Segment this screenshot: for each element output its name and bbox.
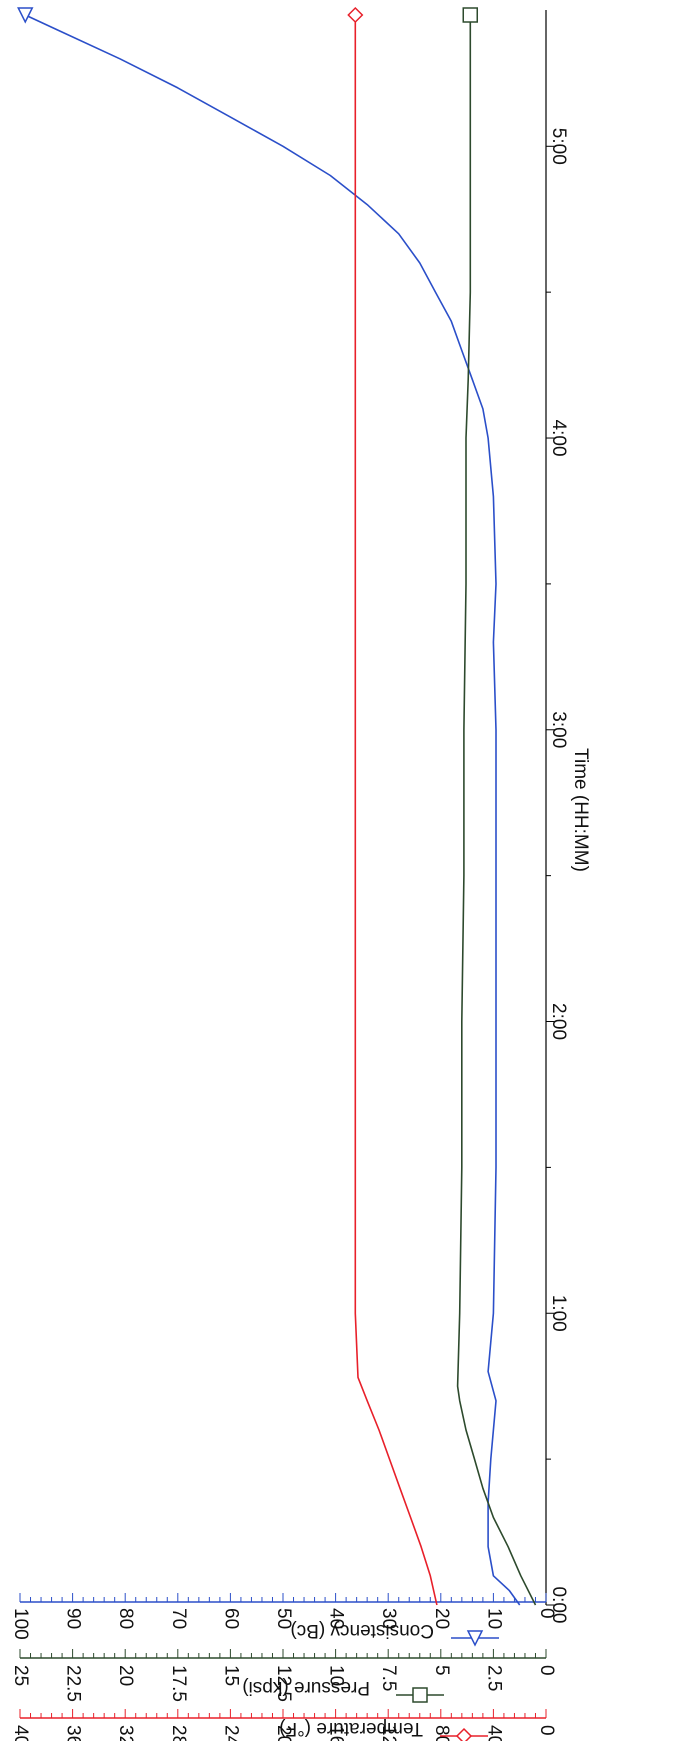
consistency-tick-label: 60 — [220, 1608, 241, 1629]
temperature-tick-label: 80 — [431, 1725, 452, 1741]
consistency-tick-label: 30 — [378, 1608, 399, 1629]
temperature-series-line — [354, 15, 438, 1606]
pressure-legend-label: Pressure (kpsi) — [242, 1677, 370, 1698]
legend-group: Consistency (Bc) Pressure (kpsi) Temperatu… — [242, 1620, 499, 1741]
time-tick-label: 4:00 — [548, 420, 569, 457]
temperature-tick-label: 320 — [115, 1725, 136, 1741]
pressure-tick-label: 15 — [220, 1665, 241, 1686]
temperature-legend-marker — [455, 1727, 473, 1741]
temperature-tick-label: 360 — [63, 1725, 84, 1741]
temperature-legend-label: Temperature (°F) — [279, 1718, 423, 1739]
pressure-series-line — [456, 15, 537, 1606]
pressure-tick-label: 5 — [431, 1665, 452, 1676]
temperature-tick-label: 400 — [10, 1725, 31, 1741]
consistency-tick-label: 50 — [273, 1608, 294, 1629]
temperature-tick-label: 280 — [168, 1725, 189, 1741]
temperature-tick-label: 160 — [326, 1725, 347, 1741]
consistency-tick-label: 80 — [115, 1608, 136, 1629]
pressure-series-end-marker — [462, 7, 479, 23]
temperature-tick-label: 0 — [536, 1725, 557, 1736]
pressure-tick-label: 0 — [536, 1665, 557, 1676]
temperature-tick-label: 200 — [273, 1725, 294, 1741]
pressure-tick-label: 2.5 — [483, 1665, 504, 1691]
pressure-tick-label: 20 — [115, 1665, 136, 1686]
consistency-legend-label: Consistency (Bc) — [290, 1620, 434, 1641]
consistency-tick-label: 90 — [63, 1608, 84, 1629]
consistency-tick-label: 100 — [10, 1608, 31, 1640]
time-tick-label: 1:00 — [548, 1295, 569, 1332]
consistency-tick-label: 20 — [431, 1608, 452, 1629]
pressure-tick-label: 10 — [326, 1665, 347, 1686]
time-tick-label: 0:00 — [548, 1587, 569, 1624]
pressure-tick-label: 7.5 — [378, 1665, 399, 1691]
temperature-tick-label: 120 — [378, 1725, 399, 1741]
time-axis-label: Time (HH:MM) — [570, 748, 591, 872]
axes-group: 0:00 1:00 2:00 3:00 4:00 5:00 Time (HH:MM) 0 10 2… — [10, 10, 591, 1741]
consistency-tick-label: 10 — [483, 1608, 504, 1629]
temperature-tick-label: 40 — [483, 1725, 504, 1741]
time-tick-label: 5:00 — [548, 128, 569, 165]
pressure-tick-label: 12.5 — [273, 1665, 294, 1702]
temperature-series-end-marker — [347, 6, 364, 24]
temperature-tick-label: 240 — [220, 1725, 241, 1741]
consistency-series-end-marker — [17, 7, 34, 24]
consistency-tick-label: 70 — [168, 1608, 189, 1629]
consistency-tick-label: 0 — [536, 1608, 557, 1619]
pressure-tick-label: 22.5 — [63, 1665, 84, 1702]
pressure-tick-label: 17.5 — [168, 1665, 189, 1702]
pressure-tick-label: 25 — [10, 1665, 31, 1686]
consistency-tick-label: 40 — [326, 1608, 347, 1629]
series-group — [17, 6, 537, 1606]
pressure-legend-marker — [412, 1687, 428, 1703]
time-tick-label: 3:00 — [548, 711, 569, 748]
time-tick-label: 2:00 — [548, 1003, 569, 1040]
consistency-legend-marker — [466, 1630, 484, 1647]
consistency-series-line — [24, 14, 521, 1606]
